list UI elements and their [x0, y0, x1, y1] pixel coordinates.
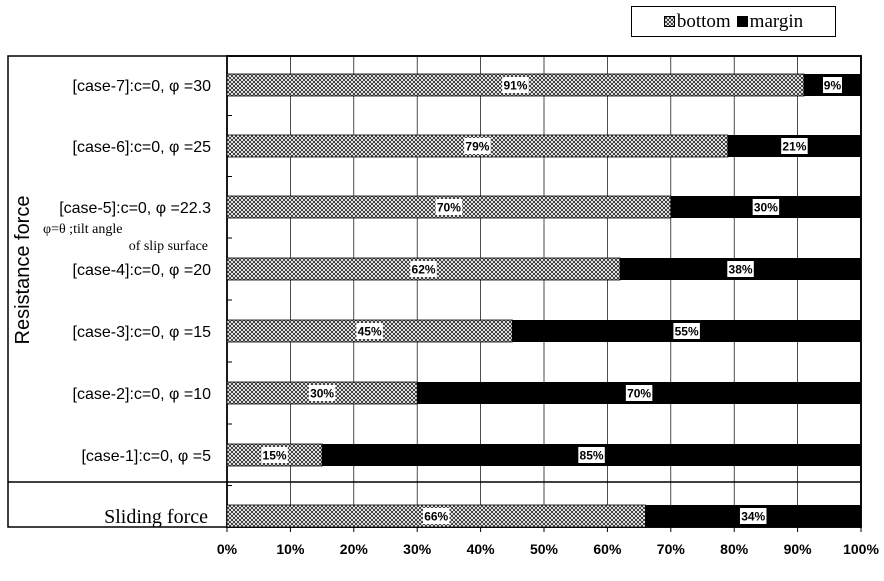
category-label: [case-3]:c=0, φ =15	[73, 324, 212, 341]
x-tick-label: 100%	[843, 541, 879, 557]
x-tick-label: 20%	[340, 541, 369, 557]
data-label-margin: 30%	[754, 201, 778, 215]
data-label-bg	[727, 261, 754, 277]
data-label-margin: 70%	[627, 387, 651, 401]
data-label-bg	[625, 385, 653, 401]
x-tick-label: 30%	[403, 541, 432, 557]
data-label-margin: 85%	[580, 449, 604, 463]
data-label-bg	[502, 77, 529, 93]
legend-item-margin: margin	[736, 10, 804, 33]
x-tick-label: 70%	[657, 541, 686, 557]
x-tick-label: 60%	[593, 541, 622, 557]
data-label-bg	[308, 385, 336, 401]
legend-label-margin: margin	[749, 10, 804, 32]
data-label-bg	[356, 323, 383, 339]
data-label-bottom: 79%	[465, 140, 489, 154]
legend-swatch-margin	[736, 16, 748, 27]
y-axis-label-resistance: Resistance force	[12, 196, 34, 345]
data-label-bottom: 91%	[503, 79, 527, 93]
legend-swatch-bottom	[663, 16, 675, 27]
data-label-bottom: 15%	[263, 449, 287, 463]
data-label-bg	[739, 508, 767, 524]
data-label-margin: 21%	[782, 140, 806, 154]
data-label-bg	[822, 77, 842, 93]
data-label-bg	[261, 447, 288, 463]
data-label-bg	[464, 138, 491, 154]
x-tick-label: 50%	[530, 541, 559, 557]
legend: bottom margin	[631, 6, 836, 37]
legend-item-bottom: bottom	[663, 10, 731, 33]
x-tick-label: 80%	[720, 541, 749, 557]
legend-label-bottom: bottom	[676, 10, 731, 32]
data-label-bg	[422, 508, 450, 524]
data-label-bg	[673, 323, 700, 339]
x-tick-label: 90%	[784, 541, 813, 557]
category-label: [case-5]:c=0, φ =22.3	[59, 200, 211, 217]
category-label: [case-2]:c=0, φ =10	[73, 386, 212, 403]
data-label-bg	[752, 199, 780, 215]
x-tick-label: 10%	[276, 541, 305, 557]
annotation-line2: of slip surface	[129, 239, 208, 254]
data-label-bg	[410, 261, 437, 277]
data-label-bottom: 30%	[310, 387, 334, 401]
category-label: [case-7]:c=0, φ =30	[73, 78, 212, 95]
category-label: [case-6]:c=0, φ =25	[73, 139, 212, 156]
data-label-bottom: 62%	[412, 263, 436, 277]
data-label-bg	[781, 138, 808, 154]
data-label-bottom: 45%	[358, 325, 382, 339]
x-tick-label: 0%	[217, 541, 238, 557]
data-label-bg	[435, 199, 463, 215]
category-label: [case-1]:c=0, φ =5	[81, 448, 211, 465]
category-label-sliding: Sliding force	[104, 506, 208, 528]
x-tick-label: 40%	[467, 541, 496, 557]
category-label: [case-4]:c=0, φ =20	[73, 262, 212, 279]
data-label-margin: 34%	[741, 510, 765, 524]
data-label-bg	[578, 447, 605, 463]
data-label-bottom: 70%	[437, 201, 461, 215]
data-label-margin: 9%	[824, 79, 842, 93]
annotation-line1: φ=θ ;tilt angle	[43, 222, 122, 237]
data-label-margin: 38%	[729, 263, 753, 277]
data-label-margin: 55%	[675, 325, 699, 339]
data-label-bottom: 66%	[424, 510, 448, 524]
